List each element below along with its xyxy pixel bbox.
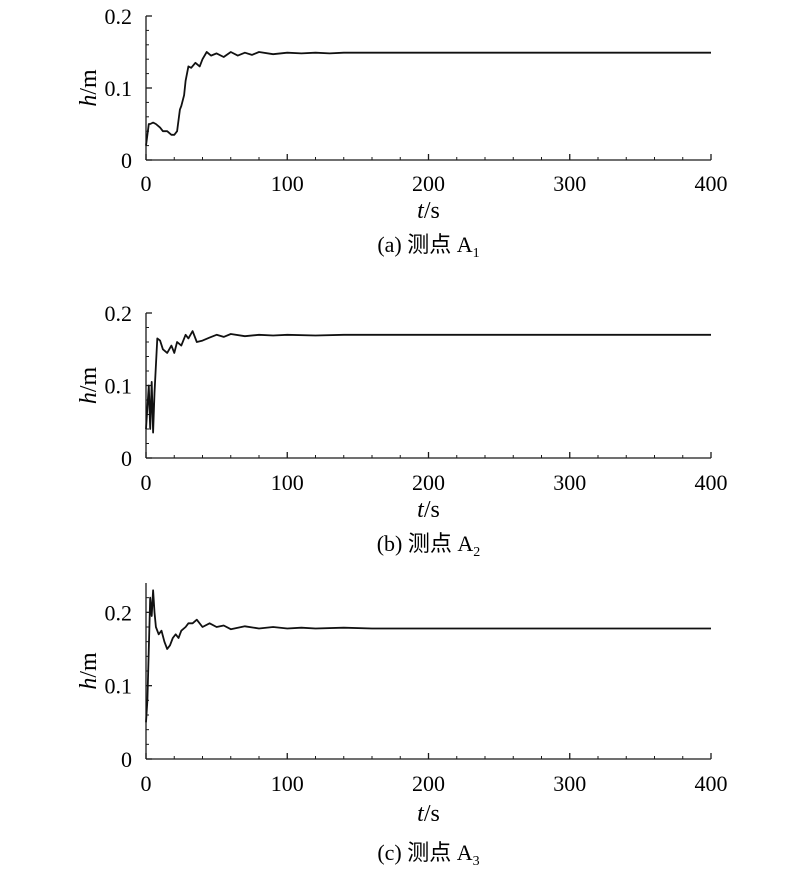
x-tick-label: 0 [141,771,152,796]
x-tick-label: 100 [271,171,304,196]
x-tick-label: 300 [553,771,586,796]
x-tick-label: 200 [412,171,445,196]
y-tick-label: 0 [121,148,132,173]
panel-caption: (b) 测点 A2 [377,531,481,560]
y-axis-label: h/m [76,652,102,690]
x-axis-label: t/s [417,497,440,523]
chart-panel-3: 0 100 200 300 400 0 0.1 0.2 h/m t/s (c) 测点 A3 [76,583,728,869]
x-tick-label: 300 [553,171,586,196]
x-tick-label: 300 [553,470,586,495]
y-tick-label: 0.1 [105,674,133,699]
y-tick-label: 0.2 [105,600,133,625]
y-axis-label: h/m [76,69,102,107]
x-tick-label: 200 [412,771,445,796]
series-line [145,330,711,434]
panel-caption: (c) 测点 A3 [377,840,479,869]
y-tick-label: 0.1 [105,76,133,101]
chart-panel-2: 0 100 200 300 400 0 0.1 0.2 h/m t/s (b) 测点 A2 [76,301,728,560]
x-tick-label: 100 [271,771,304,796]
x-axis-label: t/s [417,801,440,827]
x-tick-label: 200 [412,470,445,495]
x-axis-label: t/s [417,198,440,224]
y-tick-label: 0 [121,747,132,772]
x-tick-label: 400 [695,470,728,495]
x-tick-label: 100 [271,470,304,495]
chart-panel-1: 0 100 200 300 400 0 0.1 0.2 h/m t/s (a) 测点 A1 [76,4,728,261]
x-tick-label: 0 [141,171,152,196]
x-tick-label: 400 [695,771,728,796]
panel-caption: (a) 测点 A1 [377,232,479,261]
y-tick-label: 0.2 [105,4,133,29]
x-tick-label: 400 [695,171,728,196]
y-tick-label: 0 [121,446,132,471]
x-tick-label: 0 [141,470,152,495]
y-tick-label: 0.2 [105,301,133,326]
y-tick-label: 0.1 [105,374,133,399]
series-line [145,51,711,146]
y-axis-label: h/m [76,367,102,405]
series-line [145,589,711,723]
